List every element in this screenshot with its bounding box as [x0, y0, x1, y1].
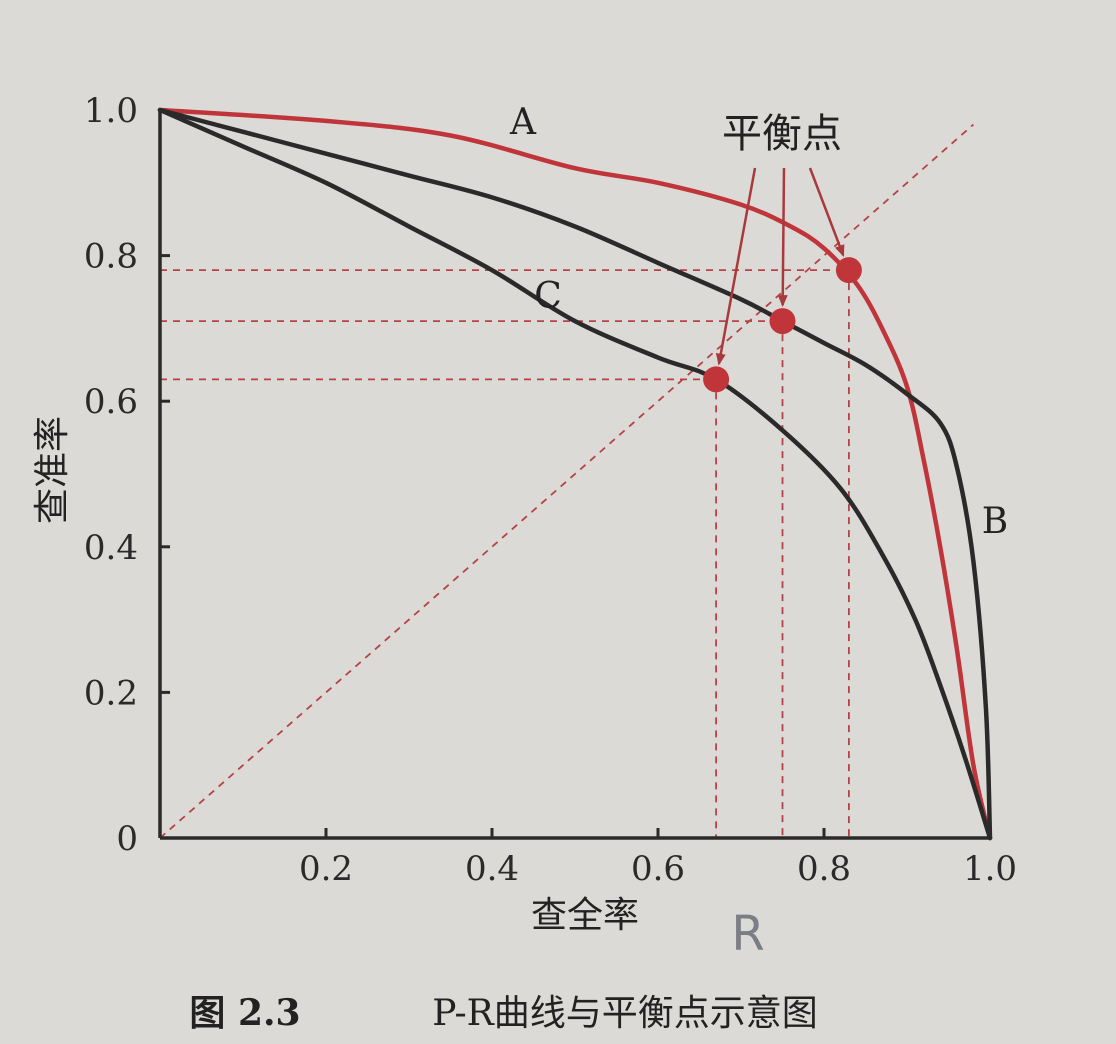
x-tick-label: 0.4 [465, 849, 519, 889]
caption-text: P-R曲线与平衡点示意图 [432, 993, 818, 1034]
curve-label-b: B [982, 501, 1008, 542]
series-line-a [157, 107, 993, 841]
x-tick-label: 0.8 [797, 849, 851, 889]
break-even-annotation: 平衡点 [722, 111, 842, 157]
break-even-point [835, 257, 862, 284]
annotation-arrows [715, 167, 845, 366]
x-tick-label: 0.2 [299, 849, 353, 889]
axes: 0 0.2 0.4 0.6 0.8 1.0 0.2 0.4 0.6 0.8 1.0 [84, 91, 1017, 889]
x-tick-label: 0.6 [631, 849, 685, 889]
diagonal-line [159, 123, 974, 839]
handwritten-mark: R [731, 906, 764, 962]
y-axis-title: 查准率 [32, 416, 73, 524]
break-even-point [703, 366, 730, 393]
figure-caption: 图 2.3 P-R曲线与平衡点示意图 [189, 992, 817, 1034]
x-tick-label: 1.0 [963, 849, 1017, 889]
y-tick-label: 0.4 [84, 528, 138, 568]
y-tick-label: 0.6 [84, 382, 138, 422]
y-tick-label: 1.0 [84, 91, 138, 131]
curve-label-c: C [534, 276, 562, 317]
guide-lines [159, 123, 974, 839]
break-even-point [769, 308, 796, 335]
y-tick-label: 0 [116, 819, 138, 859]
y-tick-label: 0.2 [84, 673, 138, 713]
caption-number: 图 2.3 [189, 992, 300, 1034]
annotation-arrow [777, 167, 788, 308]
curve-label-a: A [509, 102, 537, 143]
annotation-arrow [715, 167, 757, 366]
annotation-arrow [808, 167, 845, 258]
y-tick-label: 0.8 [84, 237, 138, 277]
x-axis-label: 查全率 [531, 895, 639, 936]
break-even-points [703, 257, 862, 393]
y-axis-label: 查准率 [32, 416, 73, 524]
